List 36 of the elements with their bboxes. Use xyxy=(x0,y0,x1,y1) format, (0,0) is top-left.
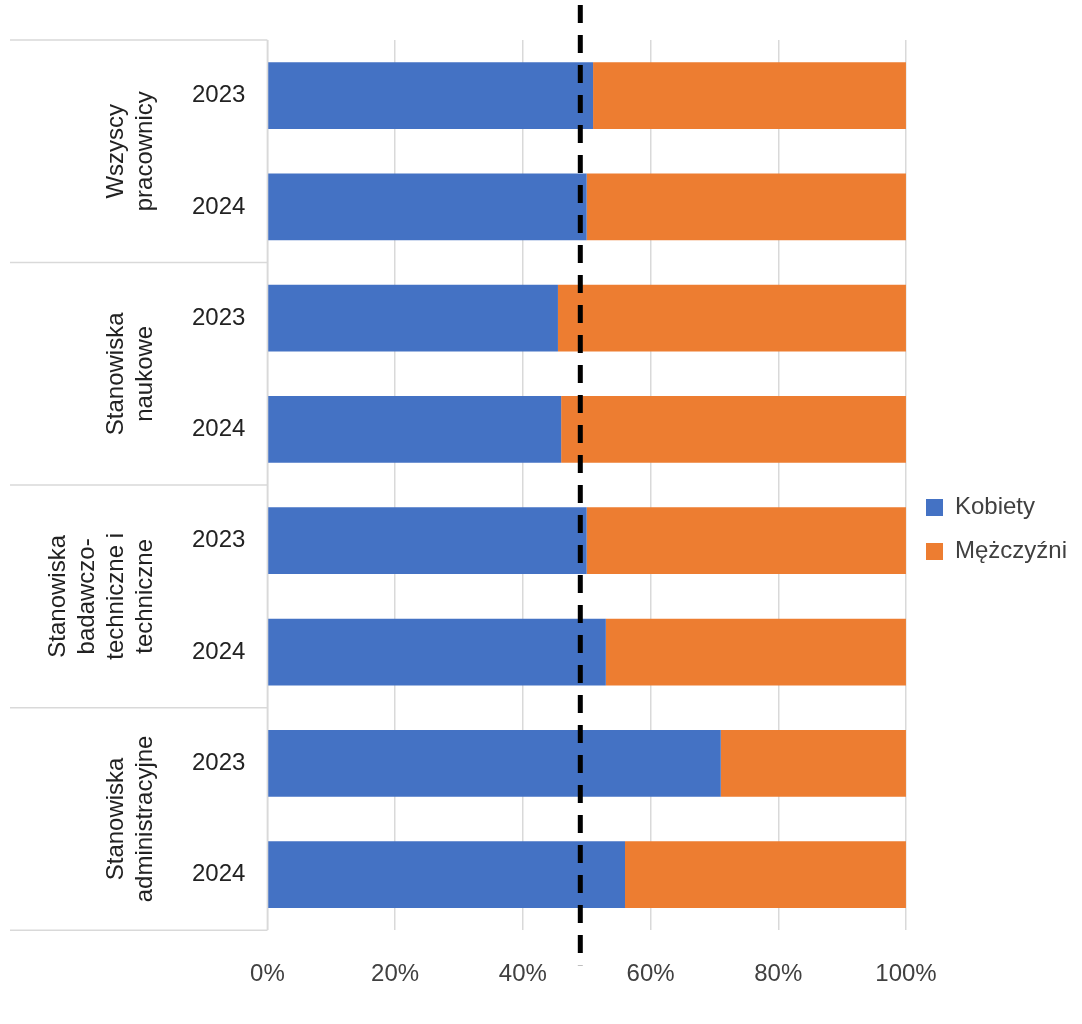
bar xyxy=(268,729,721,797)
bar xyxy=(605,618,906,686)
bar xyxy=(561,396,906,463)
y-tick-label: 2024 xyxy=(192,191,246,219)
text: Stanowiska naukowe xyxy=(101,311,157,436)
y-tick-label: 2023 xyxy=(192,80,246,108)
bar xyxy=(268,284,558,352)
bar xyxy=(268,618,606,686)
bar xyxy=(586,173,906,241)
x-tick-label: 20% xyxy=(371,959,420,987)
y-tick-label: 2024 xyxy=(192,859,246,887)
y-tick-label: 2023 xyxy=(192,525,246,553)
text: Stanowiska badawczo-techniczne i techniczne xyxy=(43,533,157,660)
bar xyxy=(593,62,906,130)
x-tick-label: 40% xyxy=(498,959,547,987)
x-tick-label: 80% xyxy=(754,959,803,987)
bar xyxy=(268,62,594,130)
bar xyxy=(625,841,906,908)
bar xyxy=(268,173,587,241)
bar xyxy=(268,841,625,908)
text: Stanowiska administracyjne xyxy=(101,735,157,903)
x-tick-label: 100% xyxy=(875,959,937,987)
y-tick-label: 2024 xyxy=(192,636,246,664)
bar xyxy=(586,507,906,575)
bar xyxy=(268,396,562,463)
text: Wszyscy pracownicy xyxy=(101,91,157,212)
bar xyxy=(720,729,906,797)
legend-label: Mężczyźni xyxy=(954,536,1068,564)
bar xyxy=(557,284,906,352)
legend-label: Kobiety xyxy=(954,492,1036,520)
y-tick-label: 2024 xyxy=(192,414,246,442)
x-tick-label: 60% xyxy=(626,959,675,987)
y-tick-label: 2023 xyxy=(192,302,246,330)
y-tick-label: 2023 xyxy=(192,747,246,775)
bar xyxy=(268,507,587,575)
x-tick-label: 0% xyxy=(250,959,285,987)
